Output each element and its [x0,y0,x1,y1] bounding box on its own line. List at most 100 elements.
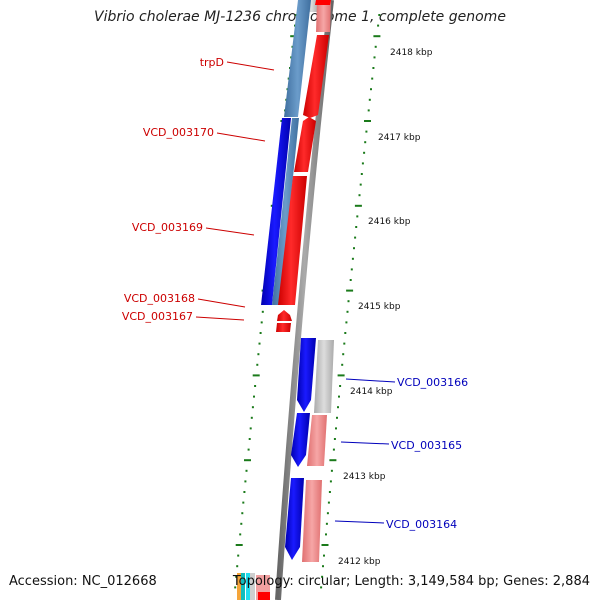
leader-vcd-003166 [345,378,396,383]
outer-ring-tick [339,385,342,387]
outer-ring-tick [327,501,330,504]
inner-ring-tick [237,554,240,557]
outer-ring-tick [323,554,325,557]
feature-trpd-related [284,0,311,117]
leader-vcd-003167 [195,316,245,321]
leader-vcd-003164 [334,520,385,524]
inner-ring-tick [240,522,243,525]
inner-ring-tick [239,533,242,536]
outer-ring-tick [321,575,324,578]
inner-ring-tick [251,406,254,409]
inner-ring-tick [245,469,248,472]
scale-label-2418: 2418 kbp [390,48,433,58]
outer-ring-tick [320,586,323,589]
outer-ring-tick [374,45,377,48]
outer-ring-tick [326,512,329,515]
outer-ring-tick [337,374,345,377]
outer-ring-tick [350,268,353,271]
inner-ring-tick [256,363,259,366]
label-leaders [195,61,396,524]
outer-ring-tick [368,98,371,101]
gene-label-vcd-003167: VCD_003167 [122,310,193,323]
inner-ring-tick [244,480,247,483]
inner-ring-tick [295,14,298,16]
feature-pink-2412 [302,480,322,562]
inner-ring-tick [244,459,251,462]
inner-ring-tick [257,353,260,356]
gene-vcd-003166 [297,338,316,412]
scale-label-2413: 2413 kbp [343,472,386,482]
gene-labels-left: trpD VCD_003170 VCD_003169 VCD_003168 VC… [122,56,224,323]
outer-ring-tick [328,491,331,493]
inner-ring-tick [260,321,263,324]
inner-ring-tick [235,575,238,578]
outer-ring-tick [321,544,329,546]
outer-ring-tick [373,56,376,59]
accession-label: Accession: NC_012668 [9,574,157,589]
gene-vcd-003168 [278,176,307,305]
outer-ring-tick [354,204,362,207]
outer-ring-tick [344,332,347,334]
outer-ring-tick [378,14,381,16]
gene-labels-right: VCD_003166 VCD_003165 VCD_003164 [386,376,468,531]
outer-ring-tick [359,183,362,186]
inner-ring-tick [252,374,260,377]
feature-bottom-orange [237,573,241,600]
outer-ring-tick [346,289,354,292]
feature-pink-2413 [307,415,327,466]
scale-label-2416: 2416 kbp [368,217,411,227]
outer-ring-tick [349,279,352,281]
inner-ring-tick [241,512,244,515]
gene-label-vcd-003164: VCD_003164 [386,518,457,531]
outer-ring-tick [335,427,337,430]
feature-top-red [315,0,331,5]
outer-ring-tick [360,173,363,175]
outer-ring-tick [347,300,350,303]
leader-vcd-003170 [216,132,266,142]
inner-ring-tick [248,438,251,440]
inner-ring-tick [236,565,239,568]
scale-labels: 2418 kbp 2417 kbp 2416 kbp 2415 kbp 2414… [338,48,433,567]
gene-label-vcd-003169: VCD_003169 [132,221,203,234]
outer-ring-tick [354,236,357,239]
gene-vcd-003165 [291,413,310,467]
outer-ring-tick [377,24,380,27]
outer-ring-tick [330,469,333,472]
inner-ring-tick [243,491,246,493]
feature-top-pink [316,0,331,32]
outer-ring-tick [365,130,368,133]
outer-ring-tick [346,310,349,313]
outer-ring-tick [353,247,355,250]
outer-ring-tick [341,363,344,366]
inner-ring-tick [234,586,237,589]
gene-vcd-003164 [285,478,304,560]
inner-ring-tick [235,544,243,546]
inner-ring-tick [249,427,252,430]
feature-bottom-cyan [246,573,250,600]
outer-ring-tick [372,67,375,69]
gene-vcd-003167-b [276,323,291,332]
outer-ring-tick [367,109,370,112]
outer-ring-tick [364,141,367,144]
gene-vcd-003168-strand [294,117,316,172]
outer-ring-tick [336,416,338,419]
inner-ring-tick [253,395,255,398]
feature-bottom-red [258,592,270,600]
outer-ring-tick [329,459,337,462]
leader-vcd-003165 [340,441,390,445]
inner-ring-tick [258,342,261,345]
scale-label-2414: 2414 kbp [350,387,393,397]
scale-label-2417: 2417 kbp [378,133,421,143]
inner-ring-tick [250,416,253,419]
outer-ring-tick [329,480,332,483]
outer-ring-tick [356,215,359,218]
leader-vcd-003169 [205,227,255,236]
outer-ring-tick [337,406,339,409]
outer-ring-tick [343,342,346,345]
scale-label-2412: 2412 kbp [338,557,381,567]
leader-vcd-003168 [197,298,246,308]
feature-grey-2414 [314,340,334,413]
gene-label-vcd-003170: VCD_003170 [143,126,214,139]
